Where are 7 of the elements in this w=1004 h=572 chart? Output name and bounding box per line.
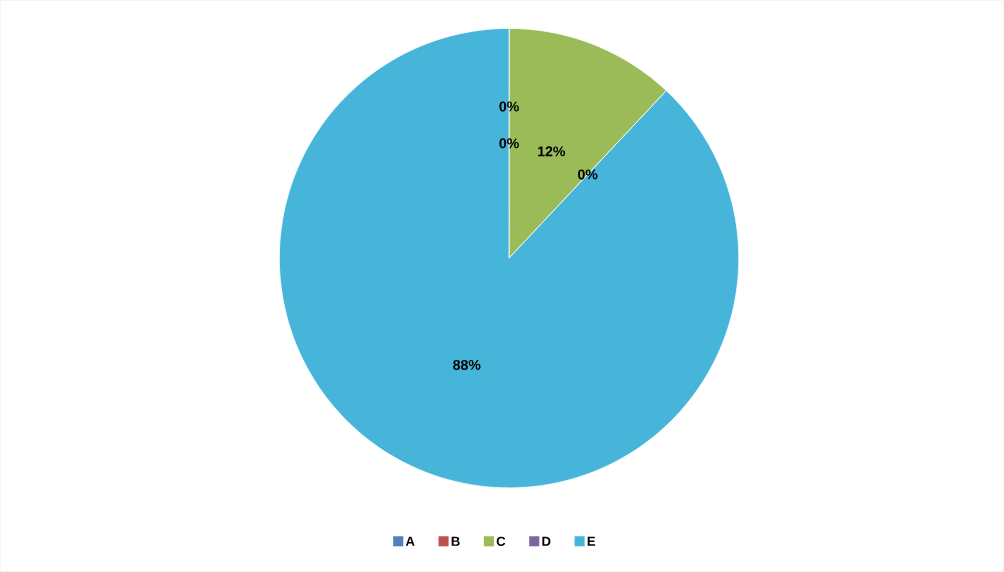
legend-label: C — [496, 536, 506, 547]
data-label: 88% — [453, 360, 481, 371]
legend-label: E — [587, 536, 596, 546]
data-label: 12% — [538, 146, 566, 157]
legend-label: B — [451, 536, 460, 546]
legend-label: D — [542, 536, 551, 546]
legend-label: A — [405, 536, 415, 546]
